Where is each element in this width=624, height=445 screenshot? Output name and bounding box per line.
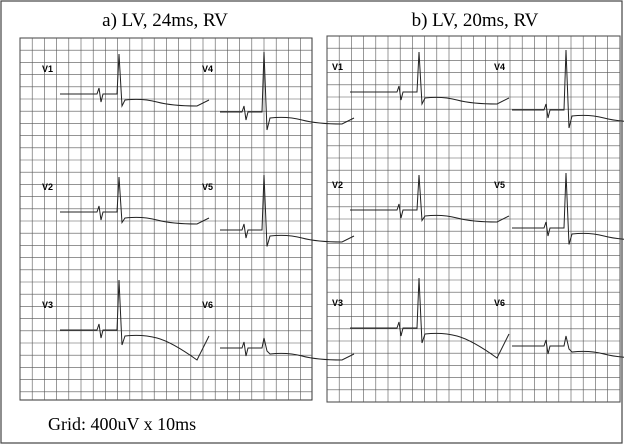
lead-label: V4 (202, 64, 213, 74)
panel-title: a) LV, 24ms, RV (102, 10, 228, 31)
lead-label: V6 (202, 300, 213, 310)
lead-label: V3 (332, 298, 343, 308)
panel-title: b) LV, 20ms, RV (412, 10, 539, 31)
figure: V1 V2 V3 V4 V5 V6 V1 V2 V3 V4 V5 V6 a) LV, 24ms, RV… (0, 0, 624, 445)
lead-label: V2 (42, 182, 53, 192)
lead-label: V1 (42, 64, 53, 74)
lead-label: V5 (494, 180, 505, 190)
grid-bg (20, 38, 312, 400)
caption: Grid: 400uV x 10ms (48, 414, 196, 434)
lead-label: V4 (494, 62, 505, 72)
lead-label: V6 (494, 298, 505, 308)
lead-label: V2 (332, 180, 343, 190)
lead-label: V5 (202, 182, 213, 192)
lead-label: V1 (332, 62, 343, 72)
lead-label: V3 (42, 300, 53, 310)
